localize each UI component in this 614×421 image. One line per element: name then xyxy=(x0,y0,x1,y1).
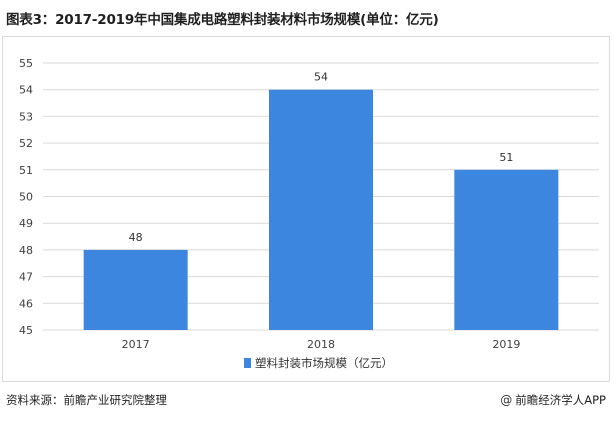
bar xyxy=(454,169,559,330)
chart-title: 图表3：2017-2019年中国集成电路塑料封装材料市场规模(单位：亿元) xyxy=(6,12,439,28)
chart-frame: 45 46 47 48 49 50 51 52 53 54 55 48 2017 54 2018 51 2019… xyxy=(2,36,610,382)
brand-text: 前瞻经济学人APP xyxy=(515,393,606,407)
y-tick-label: 55 xyxy=(19,57,33,70)
data-label: 48 xyxy=(129,231,143,244)
bar-chart: 45 46 47 48 49 50 51 52 53 54 55 48 2017 54 2018 51 2019… xyxy=(19,57,599,370)
at-icon: @ xyxy=(500,393,513,407)
data-label: 51 xyxy=(499,151,513,164)
legend-swatch xyxy=(244,358,251,368)
x-tick-label: 2017 xyxy=(122,338,150,351)
y-tick-label: 45 xyxy=(19,324,33,337)
y-tick-label: 48 xyxy=(19,244,33,257)
y-tick-label: 49 xyxy=(19,217,33,230)
bar xyxy=(83,249,188,330)
brand-label: @ 前瞻经济学人APP xyxy=(500,392,606,408)
y-tick-label: 50 xyxy=(19,191,33,204)
bar xyxy=(269,89,373,330)
y-tick-label: 46 xyxy=(19,297,33,310)
data-label: 54 xyxy=(314,71,328,84)
y-tick-label: 47 xyxy=(19,271,33,284)
y-tick-label: 51 xyxy=(19,164,33,177)
x-tick-label: 2019 xyxy=(492,338,520,351)
x-tick-label: 2018 xyxy=(307,338,335,351)
source-text: 资料来源：前瞻产业研究院整理 xyxy=(6,393,167,407)
legend-label: 塑料封装市场规模（亿元） xyxy=(255,356,393,370)
y-tick-label: 54 xyxy=(19,84,33,97)
y-tick-label: 53 xyxy=(19,110,33,123)
footer: 资料来源：前瞻产业研究院整理 @ 前瞻经济学人APP xyxy=(0,388,614,410)
y-tick-label: 52 xyxy=(19,137,33,150)
